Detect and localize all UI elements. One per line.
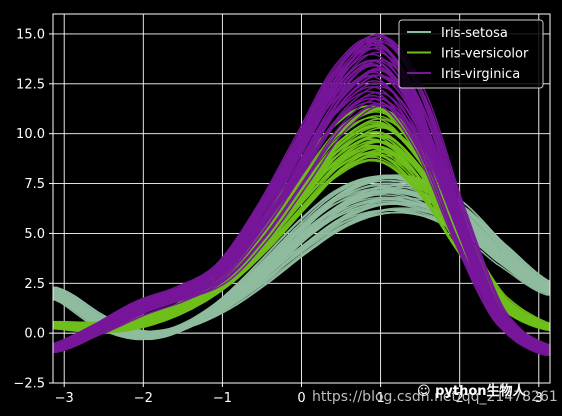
y-tick-label: 2.5 xyxy=(24,277,45,292)
x-axis: −3 −2 −1 0 1 2 3 xyxy=(55,383,543,406)
x-tick-label: 0 xyxy=(297,391,305,406)
x-tick-label: −2 xyxy=(134,391,153,406)
y-axis: −2.5 0.0 2.5 5.0 7.5 10.0 12.5 15.0 xyxy=(13,27,53,392)
watermark-wechat-text: python生物人 xyxy=(435,384,526,399)
legend-box xyxy=(398,19,544,89)
watermark-url: https://blog.csdn.net/qq_21478261 xyxy=(312,389,558,405)
legend-label: Iris-virginica xyxy=(441,67,520,82)
wechat-icon: ☺ xyxy=(417,384,431,399)
series-line xyxy=(52,82,551,350)
series-line xyxy=(52,104,551,351)
x-tick-label: 1 xyxy=(376,391,384,406)
y-tick-label: 15.0 xyxy=(16,27,45,42)
series-line xyxy=(52,85,551,351)
x-tick-label: 2 xyxy=(456,391,464,406)
y-tick-label: −2.5 xyxy=(13,377,45,392)
y-tick-label: 7.5 xyxy=(24,177,45,192)
watermark-wechat: ☺ python生物人 xyxy=(417,380,526,399)
series-line xyxy=(52,176,551,341)
y-tick-label: 12.5 xyxy=(16,77,45,92)
legend-label: Iris-setosa xyxy=(441,26,508,41)
legend-label: Iris-versicolor xyxy=(441,47,529,62)
series-iris-virginica xyxy=(52,33,551,357)
x-tick-label: −3 xyxy=(55,391,74,406)
legend: Iris-setosa Iris-versicolor Iris-virginica xyxy=(398,19,544,89)
y-tick-label: 5.0 xyxy=(24,227,45,242)
series-line xyxy=(52,98,551,348)
series-line xyxy=(52,59,551,353)
series-line xyxy=(52,59,551,350)
series-line xyxy=(53,174,551,336)
series-layer xyxy=(52,33,551,357)
y-tick-label: 10.0 xyxy=(16,127,45,142)
x-tick-label: 3 xyxy=(535,391,543,406)
y-tick-label: 0.0 xyxy=(24,327,45,342)
x-tick-label: −1 xyxy=(213,391,232,406)
